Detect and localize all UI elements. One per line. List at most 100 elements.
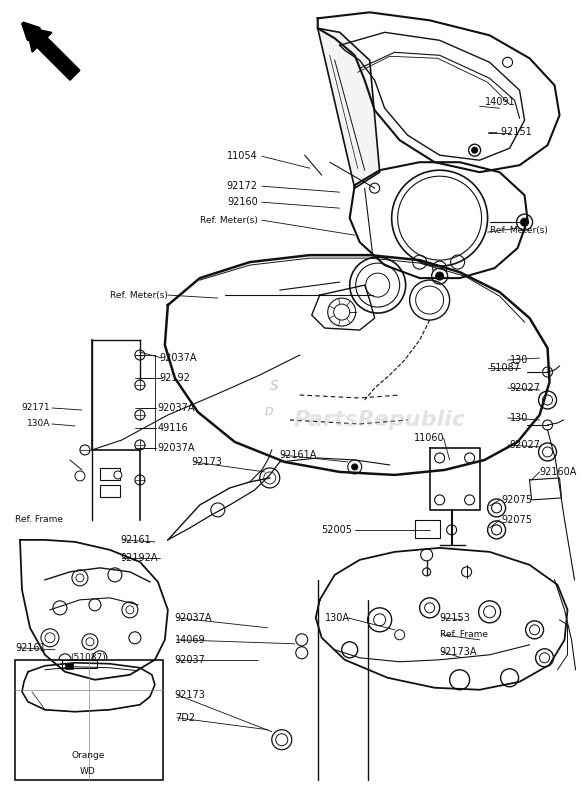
Circle shape [472, 147, 478, 154]
Text: 11054: 11054 [227, 151, 258, 162]
Circle shape [462, 567, 472, 577]
Text: 14069: 14069 [175, 634, 206, 645]
Circle shape [129, 632, 141, 644]
Text: 92037A: 92037A [158, 403, 195, 413]
Circle shape [347, 460, 362, 474]
Text: S: S [270, 379, 278, 393]
Circle shape [72, 570, 88, 586]
Text: 7D2: 7D2 [175, 713, 195, 722]
Circle shape [135, 410, 145, 420]
Circle shape [536, 649, 554, 666]
Circle shape [53, 601, 67, 615]
Circle shape [211, 503, 225, 517]
Circle shape [59, 654, 71, 666]
Circle shape [370, 183, 380, 193]
Text: 92161A: 92161A [280, 450, 317, 460]
Circle shape [447, 525, 456, 535]
Circle shape [479, 601, 500, 623]
Text: 92192A: 92192A [120, 553, 158, 563]
Bar [100, 468, 120, 480]
Circle shape [122, 602, 138, 618]
Circle shape [394, 630, 405, 640]
Text: 92160: 92160 [227, 197, 258, 207]
Bar [415, 520, 440, 538]
Text: 92037A: 92037A [160, 353, 197, 363]
FancyArrow shape [26, 27, 80, 80]
Circle shape [75, 471, 85, 481]
Text: 92173: 92173 [175, 690, 206, 700]
Circle shape [82, 634, 98, 650]
Circle shape [93, 650, 107, 665]
Text: 92075: 92075 [502, 515, 533, 525]
Text: (51087): (51087) [70, 654, 106, 662]
Circle shape [41, 629, 59, 646]
Circle shape [539, 443, 557, 461]
Circle shape [296, 646, 308, 658]
Circle shape [135, 350, 145, 360]
Text: 130: 130 [510, 355, 528, 365]
Bar [65, 662, 73, 669]
Circle shape [543, 420, 553, 430]
Circle shape [135, 380, 145, 390]
Text: 92037: 92037 [175, 654, 206, 665]
Text: 52005: 52005 [321, 525, 352, 535]
Text: 130A: 130A [26, 419, 50, 429]
Text: Ref. Meter(s): Ref. Meter(s) [489, 226, 547, 234]
Text: Orange: Orange [71, 751, 105, 760]
Text: Ref. Meter(s): Ref. Meter(s) [200, 216, 258, 225]
Text: 92173: 92173 [192, 457, 223, 467]
Text: WD: WD [80, 767, 96, 776]
Circle shape [465, 495, 475, 505]
Text: 92171: 92171 [21, 403, 50, 413]
Circle shape [520, 218, 529, 226]
Text: 92027: 92027 [510, 440, 540, 450]
Circle shape [89, 599, 101, 611]
Circle shape [435, 272, 444, 280]
Text: 92161: 92161 [120, 535, 151, 545]
Circle shape [503, 58, 513, 67]
Text: 92153: 92153 [440, 613, 471, 623]
Text: 92161: 92161 [15, 642, 46, 653]
Text: 11060: 11060 [414, 433, 445, 443]
Text: 92160A: 92160A [540, 467, 577, 477]
Circle shape [367, 608, 391, 632]
Circle shape [435, 495, 445, 505]
Text: 130A: 130A [325, 613, 350, 623]
Bar [100, 485, 120, 497]
Text: 92192: 92192 [160, 373, 190, 383]
Text: PartsRepublic: PartsRepublic [294, 410, 466, 430]
Circle shape [500, 669, 519, 686]
Text: 14091: 14091 [485, 98, 515, 107]
Text: 92075: 92075 [502, 495, 533, 505]
Text: 49116: 49116 [158, 423, 189, 433]
Text: 92027: 92027 [510, 383, 540, 393]
Text: 92173A: 92173A [440, 646, 477, 657]
Bar [15, 660, 163, 780]
Circle shape [543, 367, 553, 377]
Text: D: D [265, 407, 274, 417]
Circle shape [80, 445, 90, 455]
Text: — 92151: — 92151 [488, 127, 532, 138]
Text: Ref. Meter(s): Ref. Meter(s) [110, 290, 168, 299]
Circle shape [449, 670, 469, 690]
Circle shape [432, 268, 448, 284]
Circle shape [465, 453, 475, 463]
Circle shape [488, 521, 506, 539]
Text: 92037A: 92037A [158, 443, 195, 453]
Circle shape [352, 464, 357, 470]
Circle shape [423, 568, 431, 576]
Circle shape [135, 440, 145, 450]
Circle shape [108, 568, 122, 582]
Circle shape [469, 144, 481, 156]
Circle shape [517, 214, 533, 230]
Text: 92037A: 92037A [175, 613, 212, 623]
Text: Ref. Frame: Ref. Frame [440, 630, 488, 639]
Circle shape [435, 453, 445, 463]
Bar [62, 660, 97, 668]
Text: 130: 130 [510, 413, 528, 423]
Text: Ref. Frame: Ref. Frame [15, 515, 63, 524]
Circle shape [135, 475, 145, 485]
Text: 51087: 51087 [489, 363, 520, 373]
Circle shape [526, 621, 544, 639]
Circle shape [488, 499, 506, 517]
